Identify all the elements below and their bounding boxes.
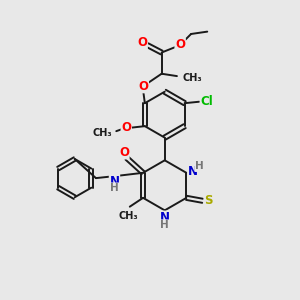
Text: CH₃: CH₃	[92, 128, 112, 138]
Text: N: N	[160, 211, 170, 224]
Text: N: N	[110, 175, 119, 188]
Text: Cl: Cl	[200, 94, 213, 108]
Text: O: O	[119, 146, 129, 159]
Text: H: H	[195, 161, 204, 171]
Text: CH₃: CH₃	[182, 73, 202, 82]
Text: H: H	[160, 220, 169, 230]
Text: O: O	[137, 36, 147, 49]
Text: N: N	[188, 165, 198, 178]
Text: O: O	[175, 38, 185, 51]
Text: O: O	[121, 121, 131, 134]
Text: O: O	[138, 80, 148, 93]
Text: CH₃: CH₃	[118, 211, 138, 221]
Text: H: H	[110, 183, 119, 193]
Text: S: S	[204, 194, 213, 207]
